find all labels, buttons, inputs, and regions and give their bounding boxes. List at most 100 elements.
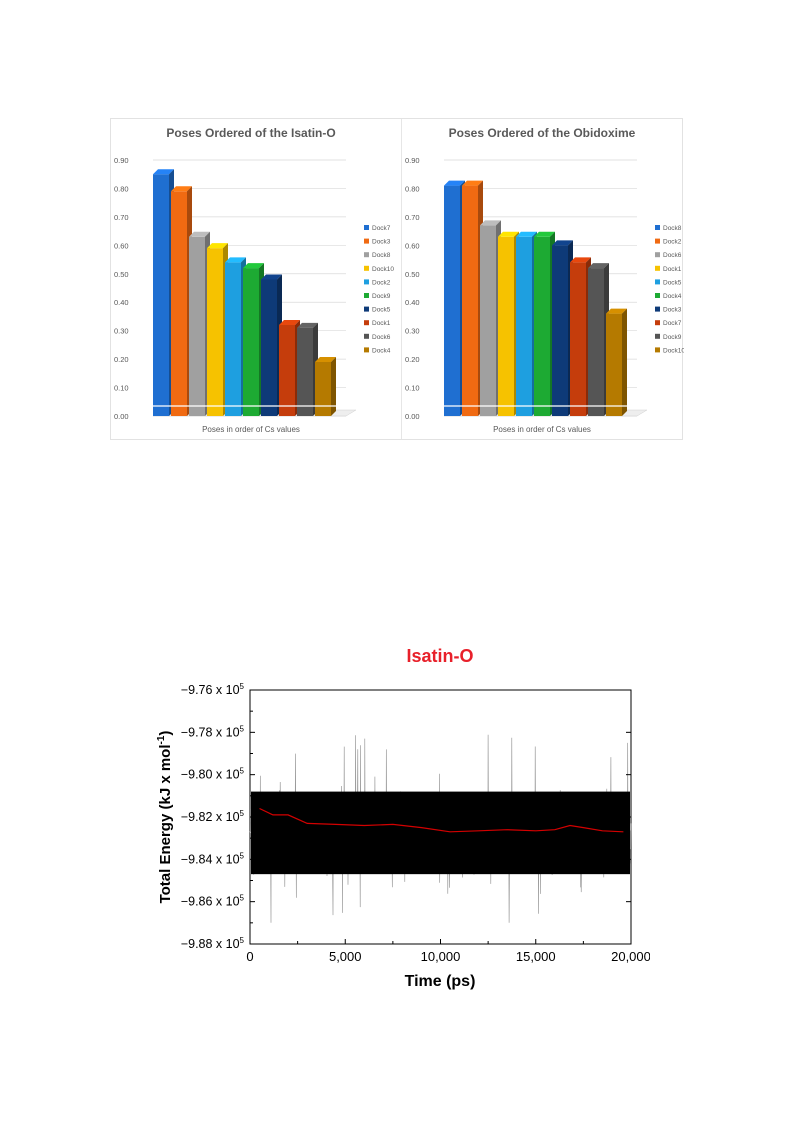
legend-item-dock8: Dock8 <box>364 252 391 259</box>
svg-text:Dock8: Dock8 <box>663 225 682 232</box>
x-tick-label: 5,000 <box>329 949 362 964</box>
svg-text:Dock10: Dock10 <box>372 266 394 273</box>
legend-item-dock3: Dock3 <box>655 306 682 314</box>
bar-dock10 <box>606 308 627 416</box>
y-tick-label: −9.82 x 105 <box>181 809 245 824</box>
y-tick-label: 0.10 <box>114 384 129 393</box>
x-axis-label: Time (ps) <box>405 973 476 990</box>
y-tick-label: −9.86 x 105 <box>181 894 245 909</box>
bar-dock4 <box>315 356 336 416</box>
energy-chart-panel: Isatin-O −9.88 x 105 −9.86 x 105 −9.84 x 10… <box>150 640 650 990</box>
bar-dock8 <box>189 231 210 416</box>
y-tick-label: 0.40 <box>114 298 129 307</box>
legend-item-dock2: Dock2 <box>364 279 391 286</box>
x-tick-label: 15,000 <box>516 949 556 964</box>
bar-dock8 <box>444 180 465 416</box>
y-tick-label: 0.90 <box>114 156 129 165</box>
svg-text:Dock5: Dock5 <box>663 279 682 286</box>
y-tick-label: −9.78 x 105 <box>181 724 245 739</box>
svg-text:Dock1: Dock1 <box>372 320 391 327</box>
bar-charts-panel: Poses Ordered of the Isatin-O 0.00 0.10 0.2… <box>110 118 684 440</box>
y-tick-label: 0.60 <box>114 241 129 250</box>
chart-title: Poses Ordered of the Obidoxime <box>449 126 636 140</box>
legend-item-dock6: Dock6 <box>655 252 682 259</box>
legend-item-dock6: Dock6 <box>364 333 391 341</box>
bar-dock2 <box>462 180 483 416</box>
y-tick-label: −9.76 x 105 <box>181 682 245 697</box>
bar-dock1 <box>498 231 519 416</box>
legend-item-dock4: Dock4 <box>655 293 682 300</box>
svg-text:Dock2: Dock2 <box>663 239 682 246</box>
y-tick-label: −9.88 x 105 <box>181 936 245 951</box>
legend-item-dock5: Dock5 <box>364 306 391 314</box>
x-tick-label: 20,000 <box>611 949 650 964</box>
y-tick-label: 0.80 <box>114 184 129 193</box>
y-tick-label: 0.40 <box>405 298 420 307</box>
svg-text:Dock1: Dock1 <box>663 266 682 273</box>
legend-item-dock2: Dock2 <box>655 238 682 246</box>
svg-text:Dock4: Dock4 <box>663 293 682 300</box>
energy-chart-title: Isatin-O <box>406 646 473 666</box>
bar-dock5 <box>261 274 282 416</box>
y-tick-label: 0.30 <box>114 327 129 336</box>
svg-text:Dock8: Dock8 <box>372 252 391 259</box>
legend-item-dock1: Dock1 <box>655 265 682 273</box>
legend-item-dock7: Dock7 <box>655 320 682 327</box>
svg-text:Dock6: Dock6 <box>663 252 682 259</box>
y-tick-label: −9.80 x 105 <box>181 767 245 782</box>
y-tick-label: 0.20 <box>405 355 420 364</box>
y-tick-label: 0.10 <box>405 384 420 393</box>
bar-dock7 <box>570 257 591 416</box>
svg-text:Dock7: Dock7 <box>372 225 391 232</box>
bar-dock1 <box>279 319 300 416</box>
svg-text:Dock9: Dock9 <box>663 334 682 341</box>
svg-text:Dock3: Dock3 <box>372 239 391 246</box>
y-axis-label: Total Energy (kJ x mol-1) <box>156 731 174 904</box>
bar-dock9 <box>243 263 264 416</box>
bar-dock5 <box>516 231 537 416</box>
bar-dock7 <box>153 169 174 416</box>
svg-text:Dock6: Dock6 <box>372 334 391 341</box>
y-tick-label: 0.90 <box>405 156 420 165</box>
legend-item-dock10: Dock10 <box>655 347 684 354</box>
y-tick-label: 0.20 <box>114 355 129 364</box>
y-tick-label: 0.50 <box>114 270 129 279</box>
svg-text:Dock2: Dock2 <box>372 279 391 286</box>
y-tick-label: 0.30 <box>405 327 420 336</box>
energy-trace-band <box>251 791 630 875</box>
y-tick-label: 0.00 <box>405 412 420 421</box>
y-tick-label: 0.80 <box>405 184 420 193</box>
svg-text:Dock5: Dock5 <box>372 307 391 314</box>
y-tick-label: −9.84 x 105 <box>181 851 245 866</box>
legend-item-dock3: Dock3 <box>364 238 391 246</box>
running-average-line <box>259 807 624 833</box>
x-axis-label: Poses in order of Cs values <box>202 425 300 434</box>
legend-item-dock1: Dock1 <box>364 320 391 327</box>
legend-item-dock4: Dock4 <box>364 347 391 354</box>
svg-text:Dock3: Dock3 <box>663 307 682 314</box>
legend-item-dock9: Dock9 <box>364 293 391 300</box>
bar-dock3 <box>171 186 192 416</box>
bar-dock3 <box>552 240 573 416</box>
bar-dock6 <box>297 322 318 416</box>
svg-text:Dock9: Dock9 <box>372 293 391 300</box>
svg-text:Dock7: Dock7 <box>663 320 682 327</box>
x-tick-label: 10,000 <box>421 949 461 964</box>
bar-chart-2: Poses Ordered of the Obidoxime 0.00 0.10 0.… <box>405 126 684 434</box>
x-tick-label: 0 <box>246 949 253 964</box>
energy-chart-svg: Isatin-O −9.88 x 105 −9.86 x 105 −9.84 x 10… <box>156 646 650 990</box>
bar-dock10 <box>207 243 228 416</box>
y-tick-label: 0.60 <box>405 241 420 250</box>
chart-title: Poses Ordered of the Isatin-O <box>166 126 335 140</box>
svg-text:Dock4: Dock4 <box>372 347 391 354</box>
bar-charts-svg: Poses Ordered of the Isatin-O 0.00 0.10 0.2… <box>114 126 684 434</box>
y-tick-label: 0.70 <box>114 213 129 222</box>
y-tick-label: 0.00 <box>114 412 129 421</box>
legend-item-dock9: Dock9 <box>655 333 682 341</box>
svg-text:Dock10: Dock10 <box>663 347 684 354</box>
panel-divider <box>401 119 402 439</box>
y-tick-label: 0.70 <box>405 213 420 222</box>
x-axis-label: Poses in order of Cs values <box>493 425 591 434</box>
bar-dock9 <box>588 263 609 416</box>
legend-item-dock10: Dock10 <box>364 265 394 273</box>
